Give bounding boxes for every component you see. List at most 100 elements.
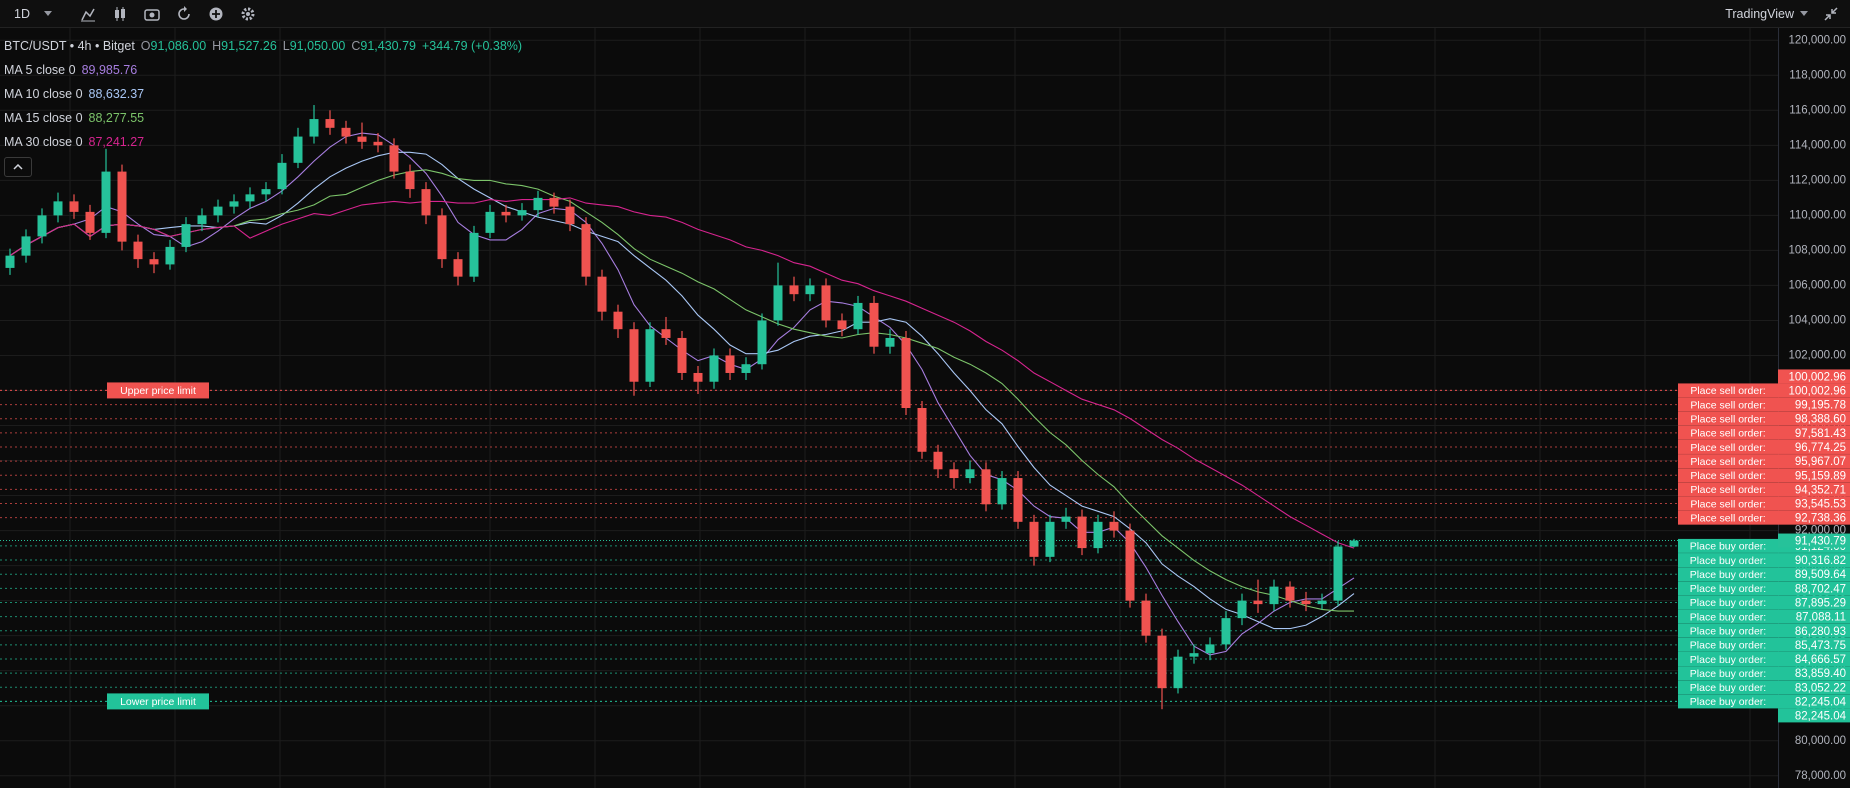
icon — [80, 8, 95, 21]
price-label-box — [1778, 581, 1850, 596]
add-button[interactable] — [200, 0, 232, 27]
price-label-box — [1778, 652, 1850, 667]
candle-body — [389, 145, 399, 172]
order-box — [1678, 538, 1778, 553]
price-label: 93,545.53 — [1795, 499, 1846, 511]
order-label: Place buy order: — [1690, 569, 1766, 581]
order-label: Place buy order: — [1690, 555, 1766, 567]
caret — [43, 10, 52, 16]
candle-body — [661, 329, 671, 338]
indicator-name: MA 10 close 0 — [4, 87, 83, 101]
reset-button[interactable] — [168, 0, 200, 27]
ma-line — [9, 132, 1355, 656]
candle-body — [517, 210, 527, 216]
order-box — [1678, 623, 1778, 638]
order-box — [1678, 595, 1778, 610]
candle-body — [421, 189, 431, 216]
candle-body — [629, 329, 639, 382]
order-label: Place buy order: — [1690, 626, 1766, 638]
order-label: Place buy order: — [1690, 696, 1766, 708]
candle-body — [917, 408, 927, 452]
chart-type-button[interactable] — [104, 0, 136, 27]
y-tick-label: 106,000.00 — [1788, 279, 1846, 291]
price-label-box — [1778, 369, 1850, 384]
order-box — [1678, 609, 1778, 624]
price-label: 83,859.40 — [1795, 668, 1846, 680]
candle-body — [789, 285, 799, 295]
price-label: 96,774.25 — [1795, 442, 1846, 454]
icon — [13, 164, 23, 170]
indicators-button[interactable] — [72, 0, 104, 27]
candle-body — [5, 255, 15, 268]
candle-body — [293, 136, 303, 163]
order-box — [1678, 510, 1778, 525]
screenshot-button[interactable] — [136, 0, 168, 27]
order-label: Place buy order: — [1690, 597, 1766, 609]
candle-body — [677, 337, 687, 373]
candle-body — [725, 355, 735, 373]
candle-body — [837, 320, 847, 330]
order-box — [1678, 482, 1778, 497]
candle-body — [85, 211, 95, 233]
y-tick-label: 114,000.00 — [1789, 139, 1846, 151]
candle-body — [325, 119, 335, 128]
order-label: Place sell order: — [1690, 470, 1765, 482]
indicator-row: MA 15 close 0 88,277.55 — [4, 106, 522, 130]
icon — [209, 7, 223, 20]
brand: TradingView — [1725, 6, 1794, 21]
candle-body — [1189, 653, 1199, 657]
chart: Upper price limit Lower price limit 78,000… — [0, 28, 1850, 788]
order-box — [1678, 411, 1778, 426]
price-label: 91,430.79 — [1795, 536, 1846, 548]
price-label-box — [1778, 609, 1850, 624]
settings-button[interactable] — [232, 0, 264, 27]
fullscreen-button[interactable] — [1816, 0, 1850, 27]
order-label: Place buy order: — [1690, 541, 1766, 553]
legend: BTC/USDT • 4h • Bitget O91,086.00 H91,527.… — [4, 34, 522, 177]
limit-label: Lower price limit — [120, 696, 196, 708]
price-label-box — [1778, 680, 1850, 695]
ohlc-item: L91,050.00 — [283, 34, 346, 58]
price-label: 98,388.60 — [1795, 414, 1846, 426]
collapse-button[interactable] — [4, 157, 32, 177]
toolbar: 1D TradingView — [0, 0, 1850, 28]
candle-body — [165, 246, 175, 265]
price-label-box — [1778, 397, 1850, 412]
order-box — [1678, 652, 1778, 667]
candle-body — [997, 478, 1007, 505]
ohlc-key: O — [140, 39, 151, 53]
candle-body — [37, 215, 47, 237]
price-label-box — [1778, 694, 1850, 709]
price-label: 100,002.96 — [1788, 385, 1846, 397]
candle-body — [693, 372, 703, 382]
candle-body — [1317, 600, 1327, 605]
price-label: 82,245.04 — [1795, 710, 1847, 722]
candle-body — [933, 451, 943, 470]
price-label-box — [1778, 510, 1850, 525]
indicator-name: MA 15 close 0 — [4, 111, 83, 125]
interval-button[interactable]: 1D — [0, 0, 60, 27]
candle-body — [1045, 521, 1055, 557]
symbol: BTC/USDT • 4h • Bitget — [4, 39, 135, 53]
ohlc-value: 91,430.79 — [360, 39, 416, 53]
candle-body — [581, 224, 591, 277]
order-label: Place buy order: — [1690, 611, 1766, 623]
order-box — [1678, 680, 1778, 695]
brand-button[interactable]: TradingView — [1717, 0, 1816, 27]
y-tick-label: 116,000.00 — [1789, 104, 1846, 116]
y-tick-label: 108,000.00 — [1788, 244, 1846, 256]
candle-body — [981, 469, 991, 505]
order-label: Place sell order: — [1690, 456, 1765, 468]
candle-body — [357, 136, 367, 142]
candle-body — [1349, 540, 1359, 547]
y-tick-label: 78,000.00 — [1795, 770, 1846, 782]
indicator-row: MA 5 close 0 89,985.76 — [4, 58, 522, 82]
price-label: 83,052.22 — [1795, 682, 1846, 694]
price-label: 95,967.07 — [1795, 456, 1846, 468]
candle-body — [485, 211, 495, 233]
ohlc-value: 91,086.00 — [150, 39, 207, 53]
order-label: Place sell order: — [1690, 442, 1765, 454]
y-tick-label: 112,000.00 — [1789, 174, 1846, 186]
candle-body — [1013, 478, 1023, 522]
candle-body — [277, 162, 287, 190]
